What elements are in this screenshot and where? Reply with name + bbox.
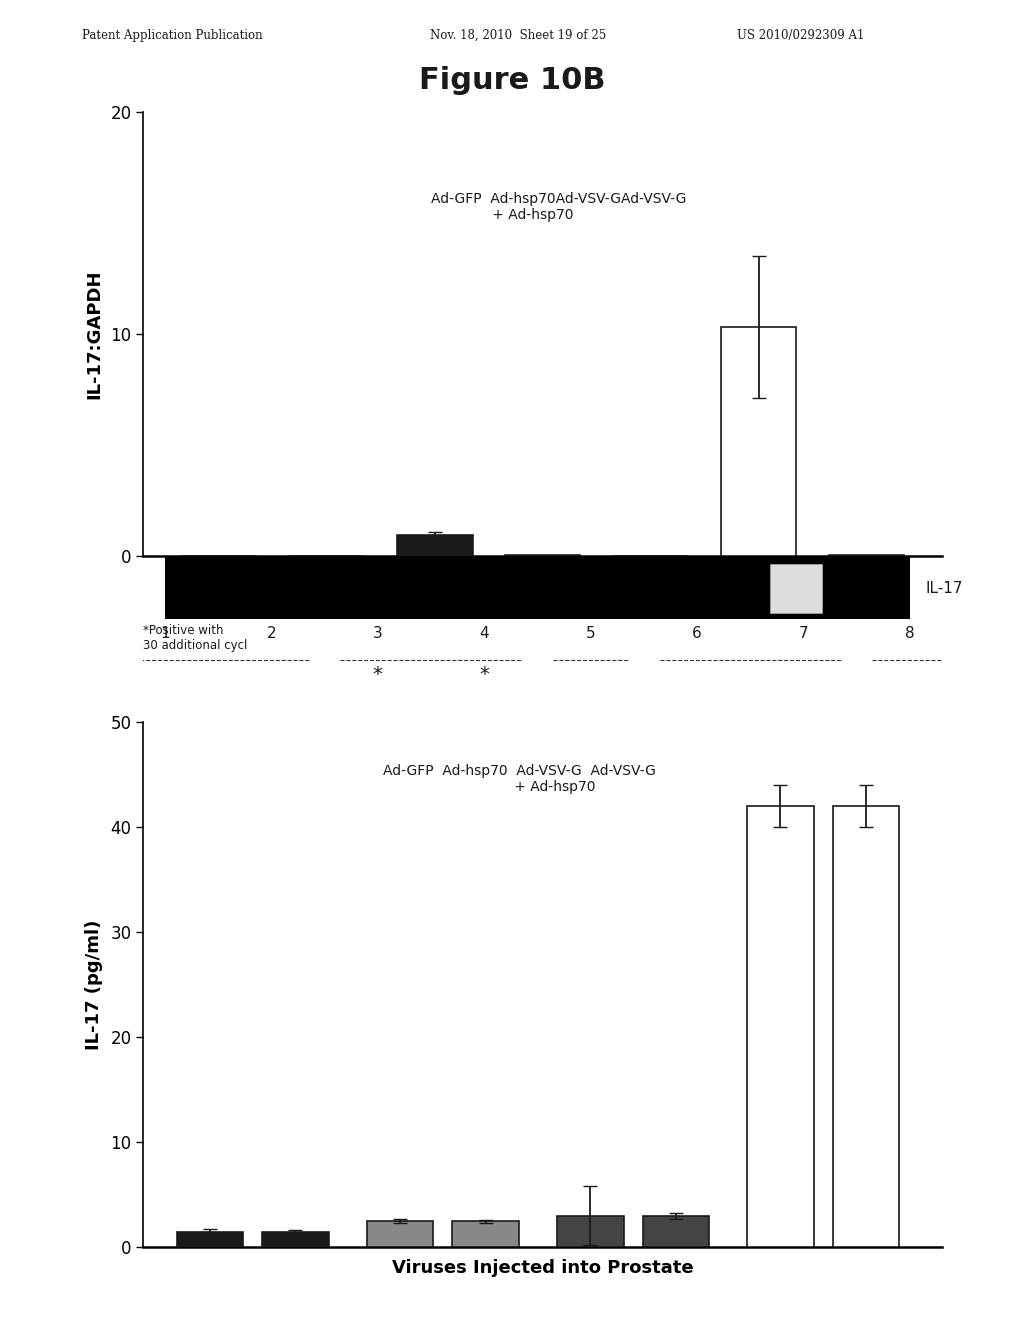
Bar [770, 564, 822, 612]
Text: Patent Application Publication: Patent Application Publication [82, 29, 262, 42]
Text: Ad-GFP  Ad-hsp70  Ad-VSV-G  Ad-VSV-G
                              + Ad-hsp70: Ad-GFP Ad-hsp70 Ad-VSV-G Ad-VSV-G + Ad-h… [383, 764, 655, 795]
Bar [833, 807, 899, 1247]
X-axis label: Viruses Injected into Prostate: Viruses Injected into Prostate [392, 1258, 693, 1276]
Text: 8: 8 [905, 626, 914, 642]
Text: 7: 7 [799, 626, 808, 642]
Bar [643, 1216, 710, 1247]
Bar [721, 327, 797, 556]
Text: *Positive with
30 additional cycl: *Positive with 30 additional cycl [143, 624, 248, 652]
Bar [367, 1221, 433, 1247]
Text: 2: 2 [266, 626, 276, 642]
Text: Nov. 18, 2010  Sheet 19 of 25: Nov. 18, 2010 Sheet 19 of 25 [430, 29, 606, 42]
Text: *: * [373, 665, 383, 684]
Bar [748, 807, 814, 1247]
Bar [453, 1221, 519, 1247]
Bar [557, 1216, 624, 1247]
Text: 5: 5 [586, 626, 595, 642]
Bar [177, 1232, 244, 1247]
Text: *: * [479, 665, 489, 684]
Bar [397, 535, 472, 556]
Text: 4: 4 [479, 626, 488, 642]
Y-axis label: IL-17:GAPDH: IL-17:GAPDH [85, 269, 103, 399]
Y-axis label: IL-17 (pg/ml): IL-17 (pg/ml) [85, 920, 103, 1049]
Text: Ad-GFP  Ad-hsp70Ad-VSV-GAd-VSV-G
              + Ad-hsp70: Ad-GFP Ad-hsp70Ad-VSV-GAd-VSV-G + Ad-hsp… [431, 193, 686, 222]
Text: IL-17: IL-17 [926, 581, 964, 595]
Text: US 2010/0292309 A1: US 2010/0292309 A1 [737, 29, 864, 42]
Text: Figure 10B: Figure 10B [419, 66, 605, 95]
Bar [262, 1232, 329, 1247]
Text: 6: 6 [692, 626, 701, 642]
Text: 1: 1 [160, 626, 170, 642]
Text: 3: 3 [373, 626, 383, 642]
